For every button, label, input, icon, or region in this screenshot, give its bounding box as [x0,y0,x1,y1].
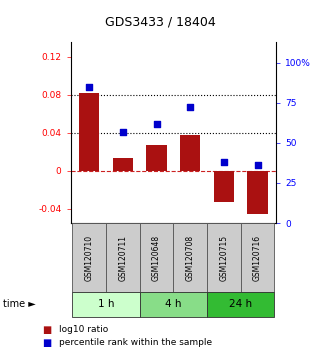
Text: GSM120708: GSM120708 [186,234,195,281]
Text: GSM120715: GSM120715 [219,234,228,281]
Bar [180,135,200,171]
Point [187,105,193,110]
Text: 4 h: 4 h [165,299,182,309]
Point [221,159,226,165]
Bar [72,223,106,292]
Text: GSM120711: GSM120711 [118,235,127,280]
Bar [79,93,99,171]
Point [120,129,126,135]
Text: percentile rank within the sample: percentile rank within the sample [59,338,213,347]
Text: GDS3433 / 18404: GDS3433 / 18404 [105,16,216,29]
Bar [140,223,173,292]
Bar [140,292,207,317]
Text: ■: ■ [42,338,51,348]
Point [255,162,260,168]
Bar [72,292,140,317]
Point [154,121,159,126]
Point [87,84,92,90]
Bar [146,145,167,171]
Text: GSM120716: GSM120716 [253,234,262,281]
Bar [106,223,140,292]
Bar [247,171,268,213]
Text: GSM120710: GSM120710 [85,234,94,281]
Bar [214,171,234,202]
Bar [207,292,274,317]
Bar [241,223,274,292]
Bar [113,158,133,171]
Text: 1 h: 1 h [98,299,114,309]
Bar [207,223,241,292]
Bar [173,223,207,292]
Text: time ►: time ► [3,299,36,309]
Text: GSM120648: GSM120648 [152,234,161,281]
Text: log10 ratio: log10 ratio [59,325,108,335]
Text: 24 h: 24 h [229,299,252,309]
Text: ■: ■ [42,325,51,335]
